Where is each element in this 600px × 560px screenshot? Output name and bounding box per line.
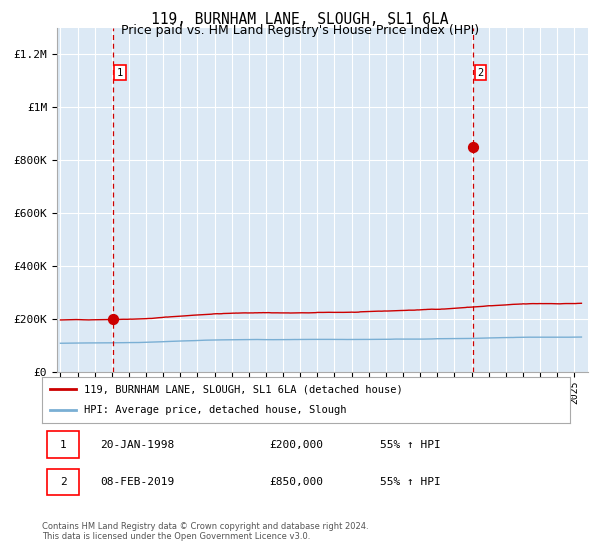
Text: Contains HM Land Registry data © Crown copyright and database right 2024.
This d: Contains HM Land Registry data © Crown c… (42, 522, 368, 542)
Text: 2: 2 (478, 68, 484, 78)
Text: 119, BURNHAM LANE, SLOUGH, SL1 6LA (detached house): 119, BURNHAM LANE, SLOUGH, SL1 6LA (deta… (84, 384, 403, 394)
Text: 119, BURNHAM LANE, SLOUGH, SL1 6LA: 119, BURNHAM LANE, SLOUGH, SL1 6LA (151, 12, 449, 27)
Text: £200,000: £200,000 (269, 440, 323, 450)
FancyBboxPatch shape (47, 431, 79, 458)
Text: HPI: Average price, detached house, Slough: HPI: Average price, detached house, Slou… (84, 405, 347, 416)
Text: £850,000: £850,000 (269, 477, 323, 487)
Text: 1: 1 (60, 440, 67, 450)
Text: 55% ↑ HPI: 55% ↑ HPI (380, 477, 440, 487)
Text: 2: 2 (60, 477, 67, 487)
Point (469, 143, 478, 152)
Point (108, 315, 118, 324)
Text: 08-FEB-2019: 08-FEB-2019 (100, 477, 175, 487)
FancyBboxPatch shape (47, 469, 79, 496)
Text: 55% ↑ HPI: 55% ↑ HPI (380, 440, 440, 450)
Text: 20-JAN-1998: 20-JAN-1998 (100, 440, 175, 450)
Text: Price paid vs. HM Land Registry's House Price Index (HPI): Price paid vs. HM Land Registry's House … (121, 24, 479, 37)
Text: 1: 1 (117, 68, 123, 78)
